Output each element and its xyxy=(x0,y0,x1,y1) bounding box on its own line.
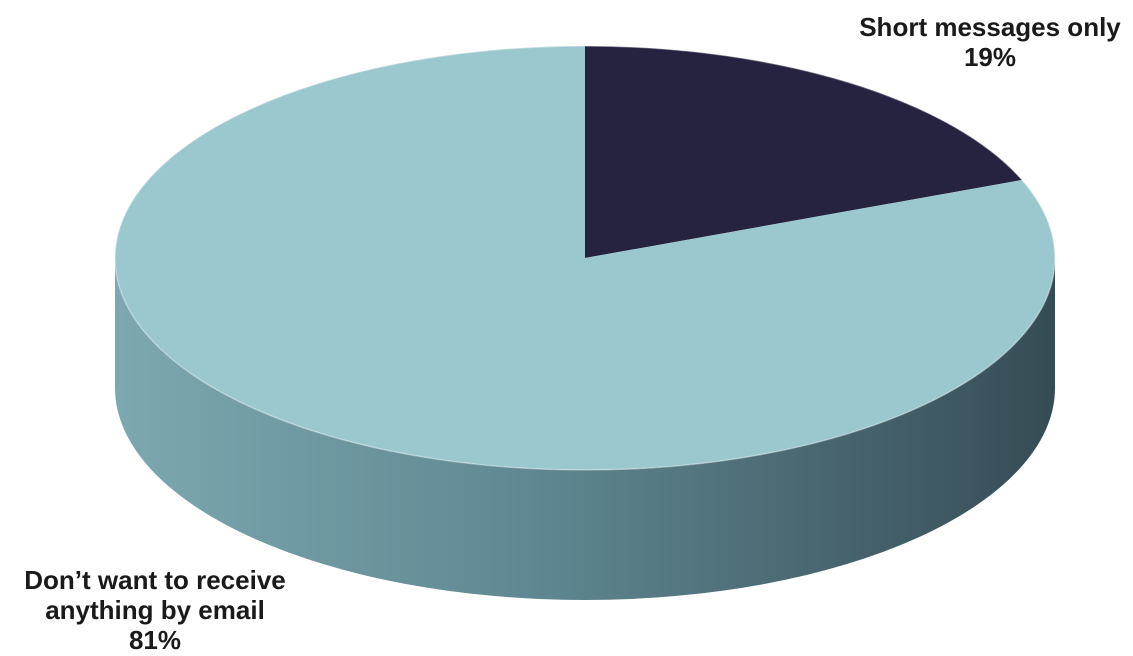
slice-label-text-line-1: Don’t want to receive xyxy=(24,565,286,595)
slice-label-short-messages: Short messages only 19% xyxy=(845,12,1133,72)
pie-slice-0 xyxy=(585,46,1022,258)
slice-value-label: 81% xyxy=(128,625,182,655)
slice-label-text-line-2: anything by email xyxy=(45,595,265,625)
slice-label-no-email: Don’t want to receive anything by email … xyxy=(0,565,310,655)
pie-slice-1 xyxy=(114,45,1055,471)
pie-side-face xyxy=(115,258,1055,600)
pie-side-wall xyxy=(115,258,1055,600)
slice-value-label: 19% xyxy=(963,42,1017,72)
pie-rim xyxy=(114,45,1056,471)
slice-label-text: Short messages only xyxy=(859,12,1121,42)
pie-top-face xyxy=(114,45,1056,471)
